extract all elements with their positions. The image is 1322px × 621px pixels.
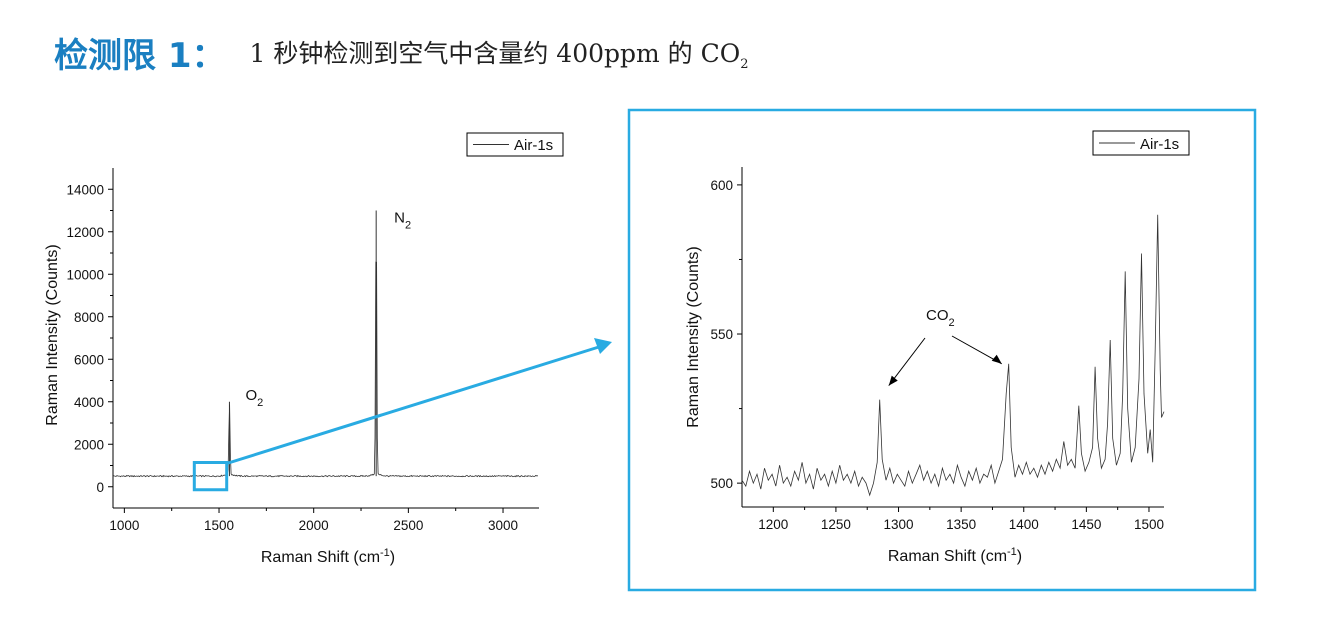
x-tick-label: 1200 — [758, 517, 788, 532]
annotation-co2: CO2 — [926, 307, 955, 329]
x-tick-label: 1250 — [821, 517, 851, 532]
zoom-region-box — [192, 461, 229, 492]
overview-chart: 0 2000 4000 6000 8000 10000 12000 14000 1000 1500… — [44, 132, 564, 566]
x-tick-label: 1300 — [884, 517, 914, 532]
y-tick-label: 4000 — [74, 395, 104, 410]
title-heading: 检测限 1： — [54, 36, 226, 76]
x-tick-label: 1000 — [109, 518, 139, 533]
x-tick-label: 1500 — [204, 518, 234, 533]
y-axis-title: Raman Intensity (Counts) — [685, 246, 702, 427]
detail-chart: 500 550 600 1200 1250 1300 1350 1400 1450 1500 Air… — [685, 130, 1190, 565]
title-subtitle: 1 秒钟检测到空气中含量约 400ppm 的 CO2 — [249, 38, 749, 72]
y-tick-label: 0 — [96, 480, 104, 495]
x-tick-label: 2500 — [393, 518, 423, 533]
arrowhead-icon — [991, 354, 1002, 364]
arrowhead-icon — [888, 375, 898, 386]
x-tick-label: 2000 — [299, 518, 329, 533]
spectrum-line-air-1s — [112, 261, 539, 478]
y-tick-label: 12000 — [66, 225, 104, 240]
x-tick-label: 1500 — [1134, 517, 1164, 532]
x-tick-label: 1400 — [1009, 517, 1039, 532]
y-tick-label: 14000 — [66, 182, 104, 197]
y-tick-label: 8000 — [74, 310, 104, 325]
x-axis-title: Raman Shift (cm-1) — [888, 546, 1022, 565]
x-tick-label: 3000 — [488, 518, 518, 533]
subtitle-text: 1 秒钟检测到空气中含量约 400ppm 的 CO — [249, 38, 741, 68]
peak-label-n2: N2 — [394, 210, 411, 232]
y-tick-label: 600 — [710, 178, 733, 193]
y-tick-label: 6000 — [74, 352, 104, 367]
zoom-arrow-shaft — [226, 344, 603, 465]
spectrum-line-air-1s-zoom — [741, 214, 1165, 497]
x-tick-label: 1450 — [1071, 517, 1101, 532]
peak-label-o2: O2 — [245, 387, 263, 409]
y-tick-label: 550 — [710, 327, 733, 342]
x-axis-title: Raman Shift (cm-1) — [261, 547, 395, 566]
y-tick-label: 10000 — [66, 267, 104, 282]
y-tick-label: 2000 — [74, 437, 104, 452]
y-tick-label: 500 — [710, 476, 733, 491]
detail-panel-frame — [627, 108, 1257, 592]
legend-box — [466, 132, 564, 157]
x-tick-label: 1350 — [946, 517, 976, 532]
zoom-arrow-head-icon — [594, 338, 612, 354]
y-axis-title: Raman Intensity (Counts) — [44, 244, 61, 425]
slide-title: 检测限 1： 1 秒钟检测到空气中含量约 400ppm 的 CO2 — [54, 28, 749, 88]
subtitle-subscript: 2 — [740, 56, 749, 72]
legend-label: Air-1s — [1140, 136, 1179, 153]
annotation-arrow-left — [888, 337, 926, 386]
legend-label: Air-1s — [514, 137, 553, 154]
